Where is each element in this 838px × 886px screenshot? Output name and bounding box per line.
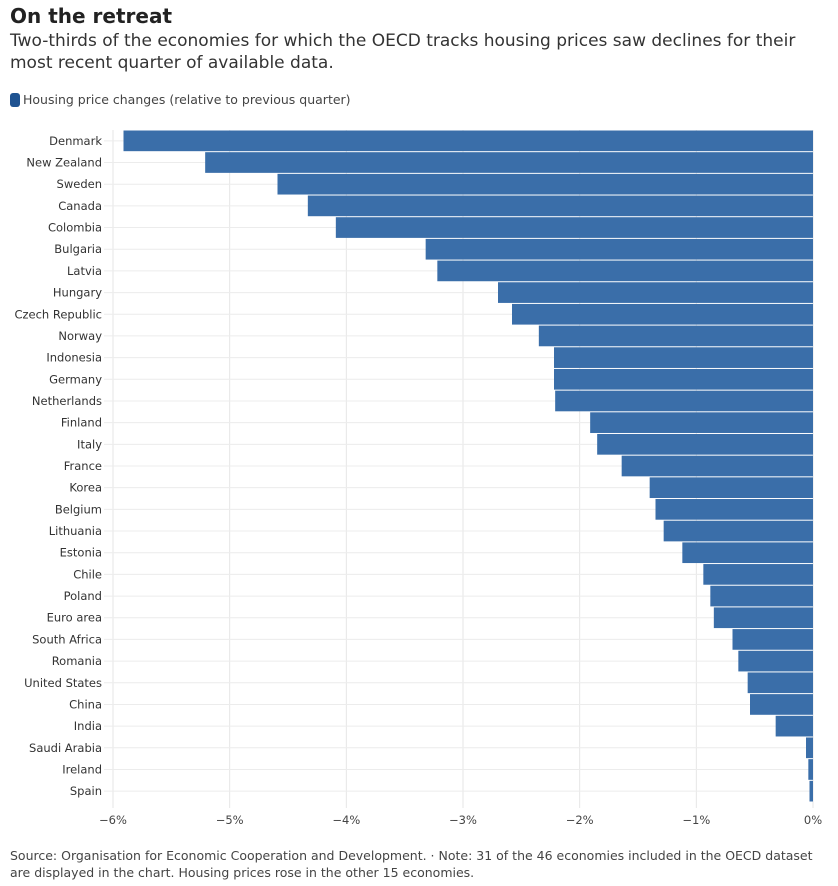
category-label: Ireland: [62, 762, 102, 776]
bar: [621, 455, 813, 477]
category-label: Netherlands: [32, 394, 102, 408]
category-label: Sweden: [57, 177, 102, 191]
chart-title: On the retreat: [10, 4, 173, 28]
category-label: Saudi Arabia: [29, 741, 102, 755]
x-tick-label: −1%: [682, 813, 710, 827]
category-label: Belgium: [55, 502, 102, 516]
category-label: Poland: [64, 589, 102, 603]
bar: [512, 303, 813, 325]
bar: [655, 499, 813, 520]
x-tick-label: −2%: [566, 813, 594, 827]
x-tick-label: −4%: [332, 813, 360, 827]
category-label: Finland: [61, 416, 102, 430]
category-label: France: [64, 459, 102, 473]
bar: [277, 173, 813, 195]
category-label: Spain: [70, 784, 102, 798]
category-label: United States: [24, 676, 102, 690]
category-label: Czech Republic: [14, 307, 102, 321]
category-label: Chile: [73, 567, 102, 581]
bar: [663, 520, 813, 542]
category-label: Canada: [58, 199, 102, 213]
bar: [205, 152, 813, 173]
bar: [555, 390, 813, 412]
category-label: New Zealand: [26, 156, 102, 170]
category-label: India: [74, 719, 102, 733]
category-label: Estonia: [60, 546, 102, 560]
bar: [498, 282, 813, 303]
category-label: Romania: [52, 654, 102, 668]
legend-label: Housing price changes (relative to previ…: [23, 92, 351, 107]
x-tick-label: −5%: [216, 813, 244, 827]
category-label: Latvia: [67, 264, 102, 278]
bar: [703, 564, 813, 585]
bar: [554, 368, 813, 390]
bar: [597, 433, 813, 455]
bar: [732, 629, 813, 650]
category-label: Lithuania: [49, 524, 102, 538]
bar: [747, 672, 813, 694]
category-label: Hungary: [53, 286, 102, 300]
chart-subtitle: Two-thirds of the economies for which th…: [10, 31, 796, 73]
bar: [713, 607, 813, 629]
category-label: South Africa: [32, 632, 102, 646]
bar: [123, 130, 813, 152]
category-label: Germany: [49, 372, 102, 386]
category-label: Euro area: [47, 611, 102, 625]
x-tick-label: 0%: [804, 813, 822, 827]
category-label: Bulgaria: [54, 242, 102, 256]
category-label: Denmark: [49, 134, 102, 148]
bar: [538, 325, 813, 347]
bar: [808, 759, 813, 780]
bar: [750, 694, 813, 715]
bar: [738, 650, 813, 672]
bar: [710, 585, 813, 607]
bar: [649, 477, 813, 499]
bar: [307, 195, 813, 217]
bar: [425, 238, 813, 260]
category-label: Korea: [69, 481, 102, 495]
bar: [590, 412, 813, 433]
x-tick-label: −6%: [99, 813, 127, 827]
bar: [682, 542, 813, 564]
bar: [775, 715, 813, 737]
legend-swatch: [10, 92, 20, 107]
bar: [809, 780, 813, 802]
bar: [554, 347, 813, 368]
bar: [335, 217, 813, 238]
x-tick-label: −3%: [449, 813, 477, 827]
legend: Housing price changes (relative to previ…: [10, 92, 351, 107]
category-label: Italy: [77, 437, 102, 451]
bar: [437, 260, 813, 282]
category-label: Colombia: [48, 221, 102, 235]
footnote: Source: Organisation for Economic Cooper…: [10, 848, 813, 880]
category-label: Norway: [58, 329, 102, 343]
bar: [806, 737, 813, 759]
category-label: Indonesia: [46, 351, 102, 365]
category-label: China: [69, 697, 102, 711]
